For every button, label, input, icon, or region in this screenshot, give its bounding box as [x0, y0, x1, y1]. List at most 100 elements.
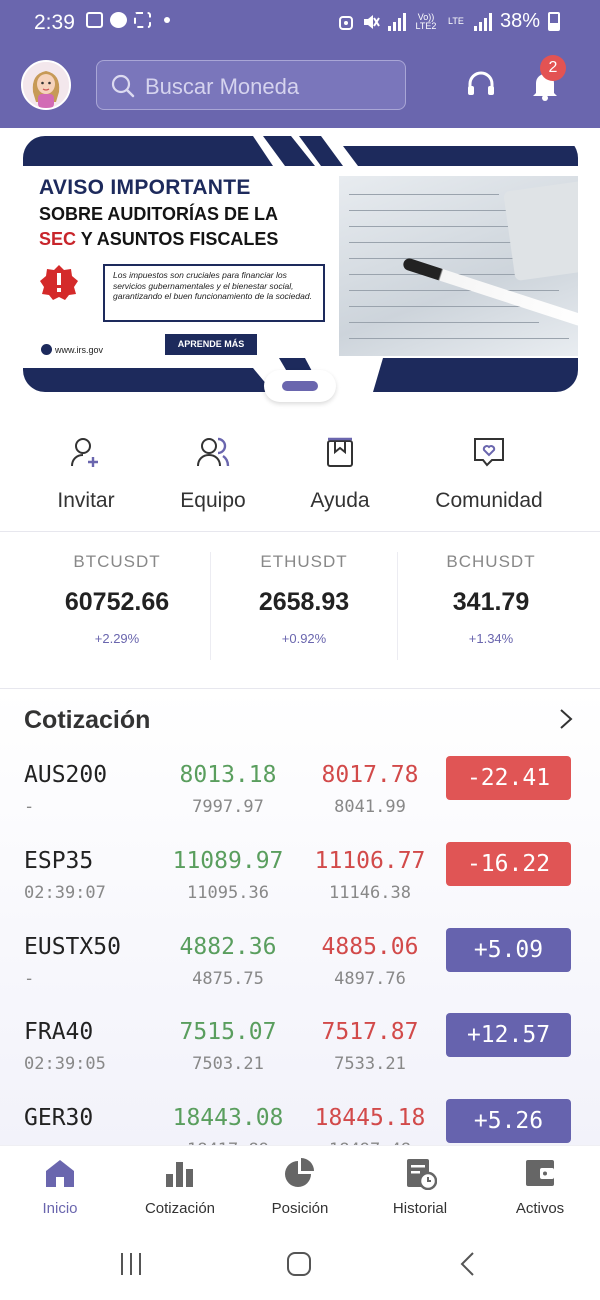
learn-more-button[interactable]: APRENDE MÁS	[165, 334, 257, 355]
globe-icon	[41, 344, 52, 355]
home-icon	[46, 1160, 74, 1187]
quote-high: 4897.76	[334, 969, 406, 989]
quote-low: 7997.97	[192, 797, 264, 817]
search-bar[interactable]: Buscar Moneda	[96, 60, 406, 110]
quote-bid: 11089.97	[172, 848, 284, 874]
quote-change-chip[interactable]: -16.22	[446, 842, 571, 886]
quote-bid: 8013.18	[179, 762, 277, 788]
ticker-change: +2.29%	[94, 631, 140, 646]
quote-low: 4875.75	[192, 969, 264, 989]
quote-bid: 18443.08	[172, 1105, 284, 1131]
gallery-icon	[86, 12, 103, 28]
quote-symbol: FRA40	[24, 1019, 94, 1045]
ticker-price: 2658.93	[258, 588, 350, 616]
quote-time: -	[24, 969, 35, 989]
promo-banner[interactable]: AVISO IMPORTANTE SOBRE AUDITORÍAS DE LA …	[23, 136, 578, 392]
divider	[0, 531, 600, 532]
banner-url: www.irs.gov	[55, 345, 104, 355]
quote-high: 11146.38	[329, 883, 411, 903]
quote-symbol: ESP35	[24, 848, 94, 874]
nav-history[interactable]: Historial	[360, 1156, 480, 1217]
quote-bid: 7515.07	[179, 1019, 277, 1045]
bottom-navigation: Inicio Cotización Posición Historial Act…	[0, 1145, 600, 1230]
nav-position[interactable]: Posición	[240, 1156, 360, 1217]
chat-icon	[110, 12, 127, 28]
action-help[interactable]: Ayuda	[265, 435, 415, 513]
banner-description: Los impuestos son cruciales para financi…	[103, 264, 325, 322]
banner-subtitle-2: SEC Y ASUNTOS FISCALES	[39, 229, 278, 250]
history-icon	[407, 1159, 437, 1190]
quote-row[interactable]: EUSTX50 - 4882.36 4875.75 4885.06 4897.7…	[0, 928, 600, 1020]
notification-badge: 2	[540, 55, 566, 81]
quick-actions: Invitar Equipo Ayuda Comunidad	[0, 435, 600, 525]
mute-icon	[363, 14, 380, 29]
quote-low: 7503.21	[192, 1054, 264, 1074]
bar-chart-icon	[166, 1162, 193, 1187]
avatar-illustration-icon	[23, 62, 69, 108]
nav-assets[interactable]: Activos	[480, 1156, 600, 1217]
battery-percent: 38%	[499, 10, 540, 32]
search-icon	[111, 74, 135, 98]
community-chat-icon	[474, 438, 504, 467]
calculator-image	[503, 180, 578, 282]
battery-icon	[548, 12, 560, 31]
app-icon	[134, 12, 151, 28]
quote-change-chip[interactable]: +5.26	[446, 1099, 571, 1143]
divider	[397, 552, 398, 660]
banner-subtitle-rest: Y ASUNTOS FISCALES	[76, 229, 279, 249]
action-community[interactable]: Comunidad	[414, 435, 564, 513]
ticker-symbol: ETHUSDT	[260, 552, 348, 571]
status-bar: 2:39 Vo)) LTE2 LTE 38%	[0, 0, 600, 46]
recent-apps-icon[interactable]	[118, 1251, 144, 1277]
ticker-btc[interactable]: BTCUSDT 60752.66 +2.29%	[22, 552, 212, 646]
chevron-right-icon[interactable]	[555, 708, 577, 730]
quote-symbol: AUS200	[24, 762, 108, 788]
quote-change-chip[interactable]: +12.57	[446, 1013, 571, 1057]
quote-change-chip[interactable]: -22.41	[446, 756, 571, 800]
user-avatar[interactable]	[21, 60, 71, 110]
action-label: Equipo	[180, 489, 246, 512]
back-icon[interactable]	[456, 1250, 480, 1278]
network-type-2: LTE	[448, 16, 464, 26]
ticker-bch[interactable]: BCHUSDT 341.79 +1.34%	[396, 552, 586, 646]
quote-ask: 18445.18	[314, 1105, 426, 1131]
banner-text-area: AVISO IMPORTANTE SOBRE AUDITORÍAS DE LA …	[23, 136, 353, 392]
action-team[interactable]: Equipo	[138, 435, 288, 513]
status-system-icons: Vo)) LTE2 LTE 38%	[338, 10, 560, 33]
ticker-eth[interactable]: ETHUSDT 2658.93 +0.92%	[209, 552, 399, 646]
pie-chart-icon	[285, 1158, 314, 1187]
quote-symbol: GER30	[24, 1105, 94, 1131]
quote-symbol: EUSTX50	[24, 934, 121, 960]
quote-bid: 4882.36	[179, 934, 277, 960]
carousel-indicator[interactable]	[264, 370, 336, 402]
ticker-change: +1.34%	[468, 631, 514, 646]
quote-row[interactable]: ESP35 02:39:07 11089.97 11095.36 11106.7…	[0, 842, 600, 934]
nav-quotes[interactable]: Cotización	[120, 1156, 240, 1217]
banner-subtitle: SOBRE AUDITORÍAS DE LA	[39, 204, 279, 224]
quote-change-chip[interactable]: +5.09	[446, 928, 571, 972]
alarm-icon	[338, 15, 353, 30]
quote-row[interactable]: FRA40 02:39:05 7515.07 7503.21 7517.87 7…	[0, 1013, 600, 1105]
quote-time: -	[24, 797, 35, 817]
quote-time: 02:39:07	[24, 883, 106, 903]
home-button-icon[interactable]	[285, 1250, 313, 1278]
nav-home[interactable]: Inicio	[0, 1156, 120, 1217]
wallet-icon	[526, 1160, 554, 1186]
quote-high: 7533.21	[334, 1054, 406, 1074]
add-user-icon	[71, 438, 98, 467]
search-input[interactable]: Buscar Moneda	[145, 74, 300, 99]
more-notifications-icon	[164, 17, 170, 23]
headset-support-icon[interactable]	[464, 68, 498, 102]
status-notification-icons	[86, 12, 170, 28]
nav-label: Historial	[392, 1200, 448, 1217]
ticker-price: 341.79	[452, 588, 530, 616]
quote-row[interactable]: AUS200 - 8013.18 7997.97 8017.78 8041.99…	[0, 756, 600, 848]
quote-time: 02:39:05	[24, 1054, 106, 1074]
nav-label: Inicio	[42, 1200, 78, 1217]
quote-low: 11095.36	[187, 883, 269, 903]
ticker-change: +0.92%	[281, 631, 327, 646]
nav-label: Cotización	[144, 1200, 216, 1217]
signal-icon-1	[387, 12, 406, 31]
signal-icon-2	[473, 12, 492, 31]
action-invite[interactable]: Invitar	[11, 435, 161, 513]
